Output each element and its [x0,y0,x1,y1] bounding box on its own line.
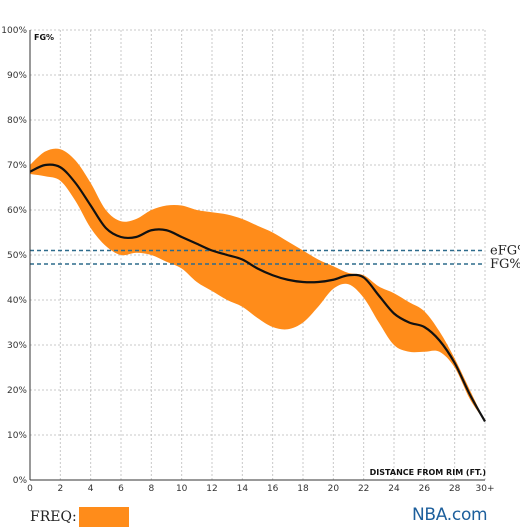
x-tick-label: 24 [388,484,400,494]
x-axis-title: DISTANCE FROM RIM (FT.) [370,468,486,477]
reference-label-efg: eFG% [490,244,520,259]
y-tick-label: 60% [7,206,27,216]
fg-percent-line [29,163,486,423]
x-tick-label: 2 [57,484,63,494]
x-tick-label: 12 [206,484,217,494]
y-tick-label: 0% [13,476,28,486]
reference-lines-layer: eFG%FG% [30,244,520,272]
y-tick-label: 80% [7,116,27,126]
y-tick-label: 30% [7,341,27,351]
frequency-legend: FREQ: [30,507,129,527]
x-tick-label: 22 [358,484,369,494]
x-tick-label: 30+ [476,484,495,494]
shooting-chart: eFG%FG% 0%10%20%30%40%50%60%70%80%90%100… [1,26,520,494]
y-tick-label: 40% [7,296,27,306]
reference-label-fg: FG% [490,257,520,272]
x-tick-label: 6 [118,484,124,494]
frequency-band [30,148,485,422]
x-tick-label: 10 [176,484,188,494]
y-tick-label: 50% [7,251,27,261]
fg-line-layer [29,163,486,423]
axis-layer: 0%10%20%30%40%50%60%70%80%90%100%0 2 4 6 8 10… [1,26,494,494]
freq-legend-swatch [78,507,129,527]
x-tick-label: 16 [267,484,279,494]
y-tick-label: 10% [7,431,27,441]
freq-legend-label: FREQ: [30,509,77,525]
y-tick-label: 70% [7,161,27,171]
nba-logo-text: NBA.com [412,505,488,525]
y-axis-title: FG% [34,33,54,42]
x-tick-label: 8 [148,484,154,494]
x-tick-label: 28 [449,484,461,494]
y-tick-label: 100% [1,26,27,36]
x-tick-label: 4 [88,484,94,494]
x-tick-label: 20 [328,484,340,494]
x-tick-label: 14 [237,484,249,494]
frequency-band-layer [30,148,485,422]
x-tick-label: 18 [297,484,309,494]
x-tick-label: 0 [27,484,33,494]
x-tick-label: 26 [419,484,431,494]
y-tick-label: 90% [7,71,27,81]
y-tick-label: 20% [7,386,27,396]
